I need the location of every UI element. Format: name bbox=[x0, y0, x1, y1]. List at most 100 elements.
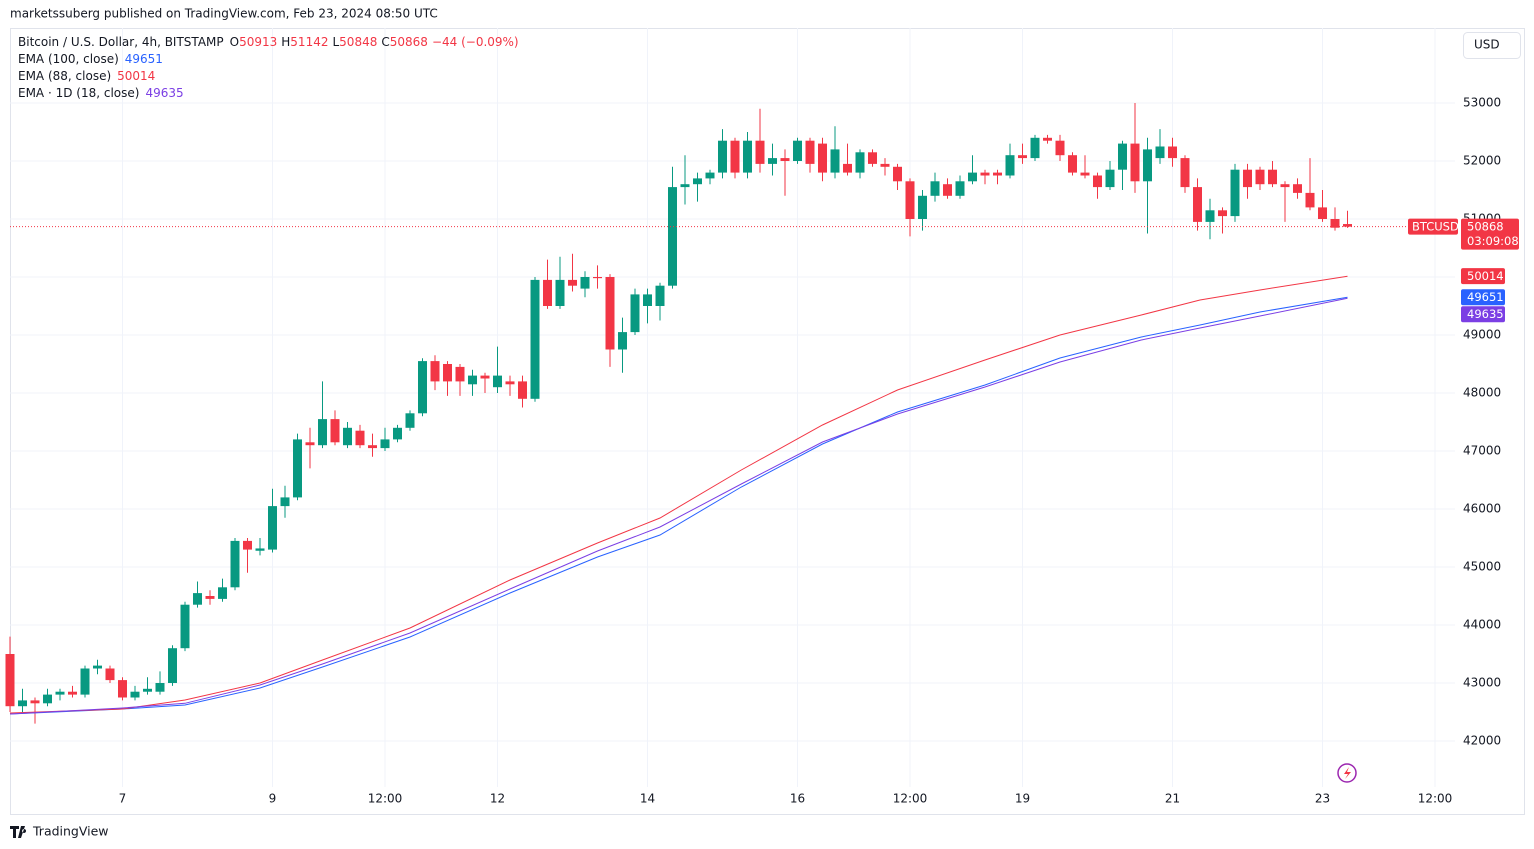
candle-body bbox=[1068, 155, 1077, 173]
candle-body bbox=[380, 439, 390, 449]
candle-body bbox=[930, 181, 940, 196]
ohlc-key: L bbox=[332, 35, 339, 49]
ema-name: EMA (88, close) bbox=[18, 69, 111, 83]
candle-body bbox=[780, 158, 790, 161]
y-tick-label: 52000 bbox=[1463, 153, 1501, 167]
chart-frame bbox=[10, 28, 1525, 815]
countdown-label: 03:09:08 bbox=[1467, 234, 1519, 248]
candle-body bbox=[255, 548, 265, 551]
candle-body bbox=[80, 668, 90, 695]
candle-body bbox=[1030, 137, 1040, 159]
candle-body bbox=[343, 427, 352, 446]
x-tick-label: 7 bbox=[119, 792, 127, 806]
candle-body bbox=[868, 152, 877, 164]
ohlc-legend: Bitcoin / U.S. Dollar, 4h, BITSTAMP O5091… bbox=[18, 35, 519, 49]
candle-body bbox=[118, 680, 127, 698]
ema-value: 50014 bbox=[117, 69, 155, 83]
candle-body bbox=[1205, 210, 1215, 222]
candle-body bbox=[493, 375, 502, 388]
candle-body bbox=[980, 172, 990, 176]
candle-body bbox=[18, 700, 27, 707]
candle-body bbox=[730, 140, 740, 173]
candle-body bbox=[693, 178, 702, 185]
candle-body bbox=[155, 683, 165, 692]
candle-body bbox=[530, 279, 540, 399]
candle-body bbox=[855, 152, 865, 173]
candle-body bbox=[1218, 210, 1227, 217]
candle-body bbox=[143, 688, 152, 692]
candle-body bbox=[880, 163, 890, 167]
candle-body bbox=[55, 691, 65, 695]
candle-body bbox=[1055, 140, 1065, 156]
candle-body bbox=[393, 427, 402, 440]
candle-body bbox=[1005, 155, 1015, 176]
candle-body bbox=[468, 375, 477, 385]
candle-body bbox=[418, 361, 427, 414]
candle-body bbox=[630, 294, 640, 333]
candle-body bbox=[480, 375, 490, 379]
candle-body bbox=[1280, 184, 1290, 188]
price-tag-label: 49651 bbox=[1467, 290, 1504, 304]
candle-body bbox=[1343, 224, 1352, 227]
candle-body bbox=[830, 149, 840, 173]
x-tick-label: 12 bbox=[490, 792, 505, 806]
candle-body bbox=[455, 366, 465, 382]
ema-name: EMA (100, close) bbox=[18, 52, 119, 66]
last-price-tag bbox=[1461, 218, 1519, 250]
candle-body bbox=[518, 381, 527, 399]
candle-body bbox=[93, 665, 102, 669]
y-tick-label: 53000 bbox=[1463, 95, 1501, 109]
candle-body bbox=[1318, 207, 1327, 219]
candle-body bbox=[1193, 187, 1202, 222]
candle-body bbox=[680, 184, 690, 188]
y-tick-label: 44000 bbox=[1463, 618, 1501, 632]
price-tag-label: 49635 bbox=[1467, 307, 1504, 321]
candle-body bbox=[1080, 172, 1090, 176]
candle-body bbox=[443, 363, 452, 382]
candle-body bbox=[943, 184, 952, 196]
candle-body bbox=[68, 691, 77, 695]
candle-body bbox=[30, 700, 40, 704]
y-tick-label: 42000 bbox=[1463, 734, 1501, 748]
candle-body bbox=[193, 593, 202, 605]
candle-body bbox=[905, 181, 915, 219]
y-tick-label: 43000 bbox=[1463, 676, 1501, 690]
y-tick-label: 47000 bbox=[1463, 444, 1501, 458]
currency-label[interactable]: USD bbox=[1474, 38, 1500, 52]
candle-body bbox=[330, 419, 340, 443]
brand: TradingView bbox=[10, 824, 109, 839]
candle-body bbox=[1143, 149, 1152, 182]
ohlc-key: H bbox=[281, 35, 290, 49]
candle-body bbox=[593, 276, 602, 279]
candle-body bbox=[230, 540, 240, 588]
x-tick-label: 23 bbox=[1315, 792, 1330, 806]
ohlc-value: 51142 bbox=[290, 35, 328, 49]
ohlc-value: 50913 bbox=[239, 35, 277, 49]
ema-legend: EMA · 1D (18, close) 49635 bbox=[18, 86, 184, 100]
currency-button[interactable] bbox=[1463, 32, 1521, 59]
candle-body bbox=[293, 439, 302, 498]
ema-value: 49635 bbox=[145, 86, 183, 100]
candle-body bbox=[1330, 218, 1340, 228]
candle-body bbox=[280, 497, 290, 507]
y-tick-label: 45000 bbox=[1463, 560, 1501, 574]
candle-body bbox=[755, 140, 765, 164]
candle-body bbox=[668, 187, 677, 286]
x-tick-label: 16 bbox=[790, 792, 805, 806]
ema-name: EMA · 1D (18, close) bbox=[18, 86, 139, 100]
candle-body bbox=[43, 694, 52, 704]
candle-body bbox=[643, 294, 652, 306]
candle-body bbox=[268, 506, 277, 550]
candle-body bbox=[618, 332, 627, 350]
candle-body bbox=[1180, 158, 1190, 188]
price-tag bbox=[1461, 268, 1505, 285]
candle-body bbox=[580, 276, 590, 289]
ohlc-value: 50868 bbox=[390, 35, 428, 49]
x-tick-label: 9 bbox=[269, 792, 277, 806]
x-tick-label: 12:00 bbox=[368, 792, 403, 806]
candle-body bbox=[1305, 192, 1315, 208]
candle-body bbox=[718, 140, 727, 173]
candle-body bbox=[368, 445, 377, 449]
candle-body bbox=[918, 195, 927, 219]
